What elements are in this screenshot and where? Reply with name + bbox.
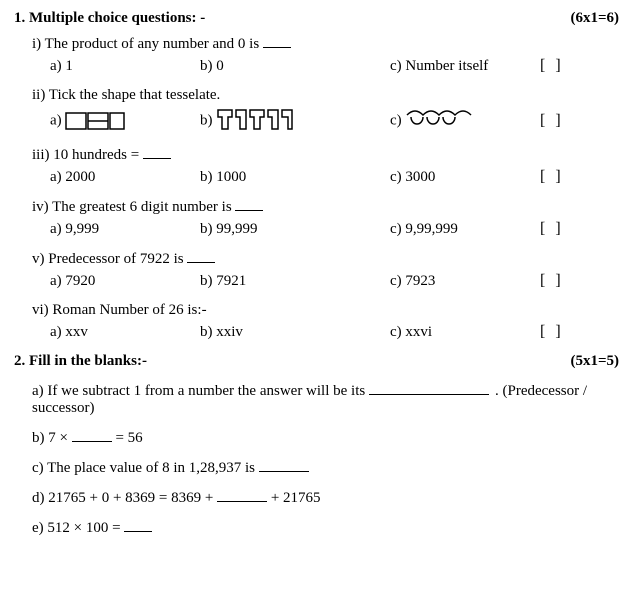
q5-opt-c: c) 7923 xyxy=(390,273,540,290)
q2-bracket[interactable]: [ ] xyxy=(540,112,585,130)
fill-e: e) 512 × 100 = xyxy=(32,519,619,537)
q2-options: a) b) c) [ ] xyxy=(50,108,619,134)
fill-d-post: + 21765 xyxy=(267,490,320,506)
q2-opt-b: b) xyxy=(200,108,390,134)
q4-text: iv) The greatest 6 digit number is xyxy=(32,199,235,215)
q1-text: i) The product of any number and 0 is xyxy=(32,36,263,52)
q3-prompt: iii) 10 hundreds = xyxy=(32,146,619,164)
section1-header: 1. Multiple choice questions: - (6x1=6) xyxy=(14,10,619,27)
q5-bracket[interactable]: [ ] xyxy=(540,272,585,290)
section2-marks: (5x1=5) xyxy=(570,353,619,370)
q1-prompt: i) The product of any number and 0 is xyxy=(32,35,619,53)
q3-opt-c: c) 3000 xyxy=(390,169,540,186)
fill-b-blank[interactable] xyxy=(72,429,112,442)
q3-bracket[interactable]: [ ] xyxy=(540,168,585,186)
q4-prompt: iv) The greatest 6 digit number is xyxy=(32,198,619,216)
q3-opt-a: a) 2000 xyxy=(50,169,200,186)
q2-text: ii) Tick the shape that tesselate. xyxy=(32,87,220,103)
q1-options: a) 1 b) 0 c) Number itself [ ] xyxy=(50,57,619,75)
fill-b-post: = 56 xyxy=(112,430,143,446)
fill-a-pre: a) If we subtract 1 from a number the an… xyxy=(32,383,369,399)
q4-opt-a: a) 9,999 xyxy=(50,221,200,238)
fill-a: a) If we subtract 1 from a number the an… xyxy=(32,382,619,417)
t-shapes-icon xyxy=(216,108,306,134)
fill-a-blank[interactable] xyxy=(369,382,489,395)
q1-opt-c: c) Number itself xyxy=(390,58,540,75)
section1-title: 1. Multiple choice questions: - xyxy=(14,10,205,27)
q6-prompt: vi) Roman Number of 26 is:- xyxy=(32,302,619,319)
q4-blank xyxy=(235,198,263,211)
fill-b-pre: b) 7 × xyxy=(32,430,72,446)
q5-options: a) 7920 b) 7921 c) 7923 [ ] xyxy=(50,272,619,290)
q5-prompt: v) Predecessor of 7922 is xyxy=(32,250,619,268)
q6-options: a) xxv b) xxiv c) xxvi [ ] xyxy=(50,323,619,341)
fill-c-pre: c) The place value of 8 in 1,28,937 is xyxy=(32,460,259,476)
q6-opt-b: b) xxiv xyxy=(200,324,390,341)
q1-bracket[interactable]: [ ] xyxy=(540,57,585,75)
q1-opt-b: b) 0 xyxy=(200,58,390,75)
fill-c: c) The place value of 8 in 1,28,937 is xyxy=(32,459,619,477)
section1-marks: (6x1=6) xyxy=(570,10,619,27)
section2-header: 2. Fill in the blanks:- (5x1=5) xyxy=(14,353,619,370)
q4-opt-c: c) 9,99,999 xyxy=(390,221,540,238)
fill-e-pre: e) 512 × 100 = xyxy=(32,520,124,536)
q3-text: iii) 10 hundreds = xyxy=(32,147,143,163)
fill-e-blank[interactable] xyxy=(124,519,152,532)
q5-blank xyxy=(187,250,215,263)
q6-opt-c: c) xxvi xyxy=(390,324,540,341)
q2-opt-c: c) xyxy=(390,109,540,133)
q5-text: v) Predecessor of 7922 is xyxy=(32,251,187,267)
q6-text: vi) Roman Number of 26 is:- xyxy=(32,302,207,318)
rectangles-icon xyxy=(65,110,125,132)
fill-b: b) 7 × = 56 xyxy=(32,429,619,447)
fill-d-blank[interactable] xyxy=(217,489,267,502)
q1-blank xyxy=(263,35,291,48)
q1-opt-a: a) 1 xyxy=(50,58,200,75)
q3-opt-b: b) 1000 xyxy=(200,169,390,186)
loops-icon xyxy=(405,109,475,133)
q3-blank xyxy=(143,146,171,159)
q3-options: a) 2000 b) 1000 c) 3000 [ ] xyxy=(50,168,619,186)
q4-bracket[interactable]: [ ] xyxy=(540,220,585,238)
q6-bracket[interactable]: [ ] xyxy=(540,323,585,341)
q6-opt-a: a) xxv xyxy=(50,324,200,341)
q2-opt-a-label: a) xyxy=(50,112,62,128)
q4-opt-b: b) 99,999 xyxy=(200,221,390,238)
q2-opt-a: a) xyxy=(50,110,200,132)
fill-d: d) 21765 + 0 + 8369 = 8369 + + 21765 xyxy=(32,489,619,507)
section2-title: 2. Fill in the blanks:- xyxy=(14,353,147,370)
fill-c-blank[interactable] xyxy=(259,459,309,472)
q2-opt-c-label: c) xyxy=(390,112,402,128)
fill-d-pre: d) 21765 + 0 + 8369 = 8369 + xyxy=(32,490,217,506)
q2-opt-b-label: b) xyxy=(200,112,213,128)
q5-opt-a: a) 7920 xyxy=(50,273,200,290)
q2-prompt: ii) Tick the shape that tesselate. xyxy=(32,87,619,104)
q5-opt-b: b) 7921 xyxy=(200,273,390,290)
q4-options: a) 9,999 b) 99,999 c) 9,99,999 [ ] xyxy=(50,220,619,238)
